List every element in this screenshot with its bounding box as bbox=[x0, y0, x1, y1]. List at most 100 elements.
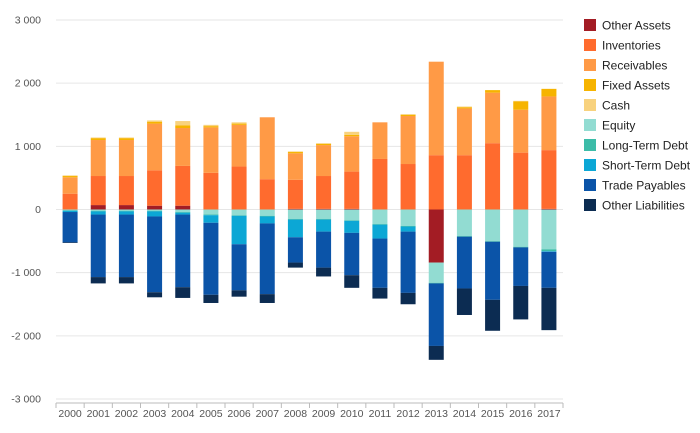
x-tick-label: 2001 bbox=[87, 408, 111, 420]
bar-segment-fixed-assets-2016 bbox=[513, 101, 529, 110]
bar-segment-trade-payables-2013 bbox=[428, 283, 444, 346]
legend-item-inventories[interactable]: Inventories bbox=[584, 39, 661, 53]
bar-segment-receivables-2000 bbox=[62, 177, 78, 194]
bar-segment-cash-2001 bbox=[90, 137, 106, 139]
legend-label: Equity bbox=[602, 119, 635, 133]
bar-segment-short-term-debt-2009 bbox=[316, 219, 332, 232]
bar-segment-trade-payables-2010 bbox=[344, 232, 360, 276]
bar-segment-receivables-2004 bbox=[175, 128, 191, 166]
bar-segment-inventories-2009 bbox=[316, 176, 332, 209]
bar-segment-equity-2002 bbox=[118, 209, 134, 211]
x-tick-label: 2012 bbox=[396, 408, 420, 420]
bar-segment-short-term-debt-2007 bbox=[259, 216, 275, 224]
bar-segment-cash-2014 bbox=[456, 106, 472, 108]
bar-segment-short-term-debt-2000 bbox=[62, 210, 78, 213]
legend-item-fixed-assets[interactable]: Fixed Assets bbox=[584, 79, 670, 93]
legend-item-cash[interactable]: Cash bbox=[584, 99, 630, 113]
legend-item-long-term-debt[interactable]: Long-Term Debt bbox=[584, 139, 689, 153]
bar-segment-equity-2009 bbox=[316, 209, 332, 219]
bar-segment-long-term-debt-2002 bbox=[118, 210, 134, 212]
bar-segment-receivables-2009 bbox=[316, 145, 332, 177]
legend-item-receivables[interactable]: Receivables bbox=[584, 59, 667, 73]
bar-segment-other-liabilities-2009 bbox=[316, 267, 332, 277]
bar-segment-long-term-debt-2011 bbox=[372, 224, 388, 225]
bar-segment-short-term-debt-2012 bbox=[400, 226, 416, 232]
legend-swatch bbox=[584, 199, 596, 211]
y-tick-label: 1 000 bbox=[15, 141, 41, 153]
x-tick-label: 2000 bbox=[58, 408, 82, 420]
bar-segment-equity-2003 bbox=[147, 209, 163, 211]
grid-lines bbox=[56, 19, 563, 400]
bar-segment-other-liabilities-2015 bbox=[485, 299, 501, 331]
bar-segment-trade-payables-2005 bbox=[203, 222, 219, 295]
x-tick-label: 2010 bbox=[340, 408, 364, 420]
bar-segment-fixed-assets-2015 bbox=[485, 90, 501, 93]
bar-segment-receivables-2003 bbox=[147, 123, 163, 171]
bar-segment-trade-payables-2016 bbox=[513, 247, 529, 286]
legend-label: Other Liabilities bbox=[602, 199, 685, 213]
y-tick-label: -1 000 bbox=[11, 267, 41, 279]
bar-segment-trade-payables-2011 bbox=[372, 238, 388, 288]
legend-item-other-liabilities[interactable]: Other Liabilities bbox=[584, 199, 685, 213]
bar-segment-short-term-debt-2010 bbox=[344, 220, 360, 233]
bar-segment-other-assets-2001 bbox=[90, 205, 106, 210]
bar-segment-cash-2012 bbox=[400, 114, 416, 115]
bar-segment-receivables-2010 bbox=[344, 136, 360, 172]
bar-segment-long-term-debt-2012 bbox=[400, 225, 416, 227]
y-tick-label: 0 bbox=[35, 204, 41, 216]
legend-item-short-term-debt[interactable]: Short-Term Debt bbox=[584, 159, 691, 173]
legend-swatch bbox=[584, 179, 596, 191]
legend-label: Inventories bbox=[602, 39, 661, 53]
bar-segment-receivables-2013 bbox=[428, 61, 444, 156]
bar-segment-trade-payables-2014 bbox=[456, 236, 472, 289]
bar-segment-fixed-assets-2000 bbox=[62, 176, 78, 178]
bar-segment-equity-2015 bbox=[485, 209, 501, 242]
x-tick-label: 2006 bbox=[227, 408, 251, 420]
x-tick-label: 2005 bbox=[199, 408, 223, 420]
bar-segment-inventories-2001 bbox=[90, 176, 106, 206]
x-tick-label: 2017 bbox=[537, 408, 561, 420]
bar-segment-inventories-2014 bbox=[456, 155, 472, 210]
legend-item-other-assets[interactable]: Other Assets bbox=[584, 19, 671, 33]
bar-segment-equity-2006 bbox=[231, 209, 247, 216]
bars bbox=[62, 61, 557, 360]
x-tick-label: 2011 bbox=[369, 408, 392, 420]
bar-segment-other-liabilities-2007 bbox=[259, 294, 275, 303]
bar-segment-other-liabilities-2001 bbox=[90, 277, 106, 284]
legend-item-equity[interactable]: Equity bbox=[584, 119, 635, 133]
bar-segment-inventories-2002 bbox=[118, 176, 134, 206]
bar-segment-cash-2006 bbox=[231, 122, 247, 124]
bar-segment-equity-2013 bbox=[428, 262, 444, 283]
bar-segment-equity-2004 bbox=[175, 209, 191, 213]
bar-segment-long-term-debt-2010 bbox=[344, 220, 360, 221]
bar-segment-long-term-debt-2000 bbox=[62, 210, 78, 211]
bar-segment-long-term-debt-2004 bbox=[175, 212, 191, 213]
bar-segment-short-term-debt-2002 bbox=[118, 211, 134, 215]
bar-segment-equity-2016 bbox=[513, 209, 529, 247]
bar-segment-receivables-2014 bbox=[456, 108, 472, 156]
bar-segment-cash-2002 bbox=[118, 137, 134, 139]
bar-segment-equity-2014 bbox=[456, 209, 472, 237]
legend-swatch bbox=[584, 79, 596, 91]
bar-segment-trade-payables-2008 bbox=[287, 237, 303, 263]
x-tick-label: 2007 bbox=[256, 408, 280, 420]
bar-segment-other-assets-2003 bbox=[147, 205, 163, 210]
bar-segment-long-term-debt-2016 bbox=[513, 246, 529, 248]
bar-segment-inventories-2003 bbox=[147, 170, 163, 206]
bar-segment-inventories-2006 bbox=[231, 166, 247, 210]
bar-segment-fixed-assets-2012 bbox=[400, 114, 416, 117]
bar-segment-inventories-2005 bbox=[203, 172, 219, 210]
bar-segment-inventories-2010 bbox=[344, 171, 360, 209]
bar-segment-inventories-2017 bbox=[541, 150, 557, 209]
legend-label: Cash bbox=[602, 99, 630, 113]
legend-item-trade-payables[interactable]: Trade Payables bbox=[584, 179, 686, 193]
bar-segment-inventories-2015 bbox=[485, 143, 501, 210]
bar-segment-short-term-debt-2003 bbox=[147, 211, 163, 217]
bar-segment-other-liabilities-2017 bbox=[541, 287, 557, 331]
bar-segment-inventories-2013 bbox=[428, 155, 444, 210]
bar-segment-equity-2007 bbox=[259, 209, 275, 216]
bar-segment-trade-payables-2012 bbox=[400, 231, 416, 293]
y-tick-label: 2 000 bbox=[15, 78, 41, 90]
legend-swatch bbox=[584, 119, 596, 131]
bar-segment-long-term-debt-2007 bbox=[259, 215, 275, 217]
